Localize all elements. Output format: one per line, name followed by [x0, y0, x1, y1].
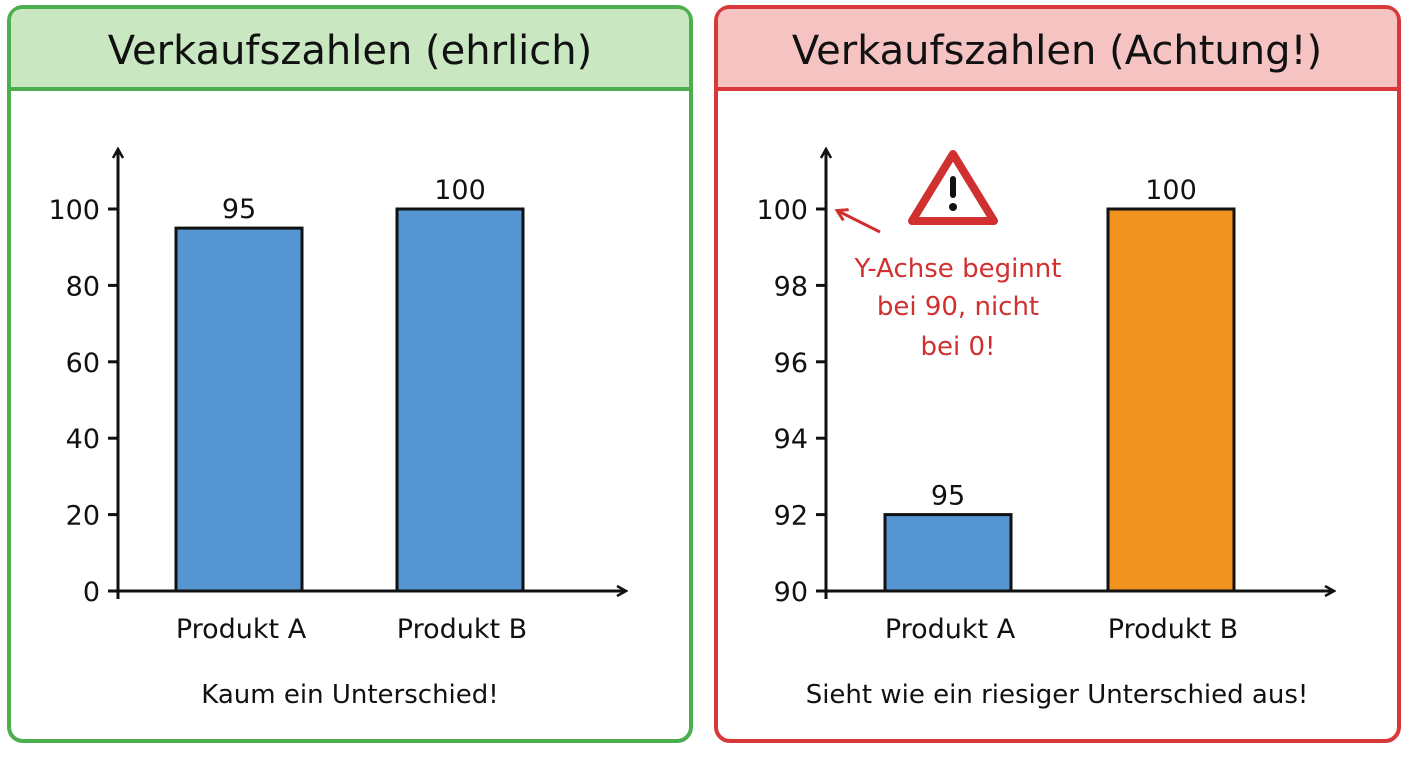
y-tick-label: 100 — [756, 195, 808, 226]
y-tick-label: 96 — [774, 348, 808, 379]
annotation-line-3: bei 0! — [921, 332, 996, 362]
chart-caption: Sieht wie ein riesiger Unterschied aus! — [806, 680, 1309, 710]
panel-border — [7, 5, 693, 743]
annotation-line-2: bei 90, nicht — [877, 292, 1039, 322]
y-tick-label: 60 — [66, 348, 100, 379]
chart-title: Verkaufszahlen (Achtung!) — [792, 28, 1322, 74]
y-tick-label: 80 — [66, 271, 100, 302]
y-tick-label: 90 — [774, 577, 808, 608]
misleading-chart-panel: Verkaufszahlen (Achtung!) 95 Produkt A 100… — [714, 5, 1401, 743]
y-tick-label: 20 — [66, 501, 100, 532]
data-label: 95 — [931, 481, 965, 512]
plot-area: 95 Produkt A 100 Produkt B 90 92 94 96 98 100 — [756, 150, 1333, 645]
data-label: 95 — [222, 194, 256, 225]
y-tick-label: 100 — [48, 195, 100, 226]
honest-chart-panel: Verkaufszahlen (ehrlich) 95 Produkt A 100 P… — [7, 5, 693, 743]
data-label: 100 — [434, 175, 486, 206]
panel-header — [11, 9, 689, 89]
x-tick-label: Produkt A — [885, 614, 1016, 645]
x-tick-label: Produkt B — [1108, 614, 1238, 645]
y-tick-label: 92 — [774, 501, 808, 532]
x-tick-label: Produkt A — [176, 614, 307, 645]
chart-caption: Kaum ein Unterschied! — [201, 680, 498, 710]
annotation-arrow — [838, 211, 881, 234]
data-label: 100 — [1145, 175, 1197, 206]
y-tick-label: 94 — [774, 424, 808, 455]
panel-border — [714, 5, 1401, 743]
bar-produkt-a — [883, 513, 1013, 593]
bar-produkt-b — [1106, 207, 1236, 593]
plot-area: 95 Produkt A 100 Produkt B 0 20 40 60 80 100 — [48, 150, 625, 645]
panel-header — [718, 9, 1397, 89]
warning-triangle-icon — [908, 150, 998, 225]
chart-title: Verkaufszahlen (ehrlich) — [108, 28, 592, 74]
bar-produkt-a — [174, 226, 304, 593]
annotation-line-1: Y-Achse beginnt — [854, 254, 1062, 284]
y-tick-label: 40 — [66, 424, 100, 455]
y-tick-label: 0 — [83, 577, 100, 608]
bar-produkt-b — [395, 207, 525, 593]
y-tick-label: 98 — [774, 271, 808, 302]
x-tick-label: Produkt B — [397, 614, 527, 645]
